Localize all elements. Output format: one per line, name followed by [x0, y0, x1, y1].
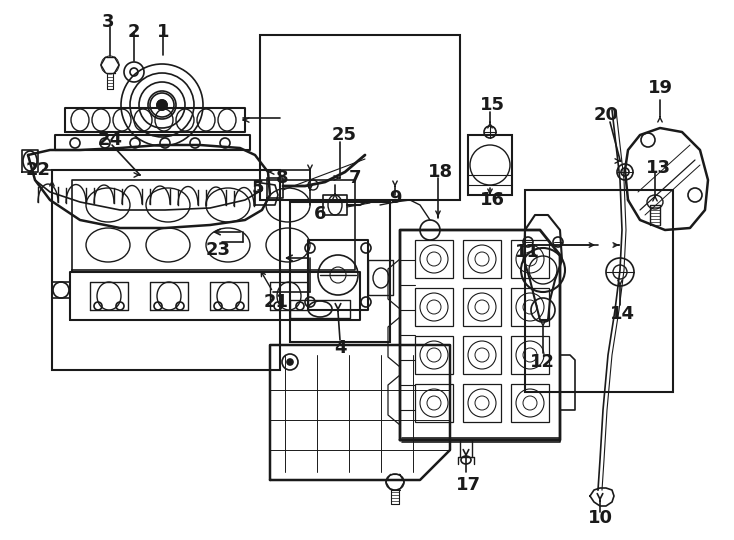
- Bar: [415, 384, 453, 422]
- Bar: [463, 336, 501, 374]
- Bar: [511, 288, 549, 326]
- Bar: [511, 240, 549, 278]
- Text: 25: 25: [332, 126, 357, 144]
- Text: 13: 13: [645, 159, 670, 177]
- Text: 11: 11: [515, 243, 539, 261]
- Text: 17: 17: [456, 476, 481, 494]
- Bar: [415, 240, 453, 278]
- Text: 8: 8: [276, 169, 288, 187]
- Bar: [511, 384, 549, 422]
- Bar: [52, 170, 280, 370]
- Text: 14: 14: [609, 305, 634, 323]
- Bar: [511, 336, 549, 374]
- Text: 9: 9: [389, 189, 401, 207]
- Text: 21: 21: [264, 293, 288, 311]
- Bar: [260, 35, 460, 200]
- Ellipse shape: [287, 359, 293, 365]
- Text: 12: 12: [529, 353, 554, 371]
- Text: 18: 18: [427, 163, 453, 181]
- Text: 1: 1: [157, 23, 170, 41]
- Text: 23: 23: [206, 241, 230, 259]
- Text: 15: 15: [479, 96, 504, 114]
- Bar: [290, 202, 390, 342]
- Bar: [415, 288, 453, 326]
- Bar: [463, 384, 501, 422]
- Ellipse shape: [157, 100, 167, 110]
- Text: 22: 22: [26, 161, 51, 179]
- Text: 5: 5: [252, 179, 264, 197]
- Text: 4: 4: [334, 339, 346, 357]
- Bar: [468, 135, 512, 195]
- Text: 2: 2: [128, 23, 140, 41]
- Text: 16: 16: [479, 191, 504, 209]
- Bar: [463, 288, 501, 326]
- Text: 6: 6: [313, 205, 326, 223]
- Text: 10: 10: [587, 509, 612, 527]
- Bar: [463, 240, 501, 278]
- Text: 7: 7: [349, 169, 361, 187]
- Bar: [415, 336, 453, 374]
- Text: 20: 20: [594, 106, 619, 124]
- Text: 19: 19: [647, 79, 672, 97]
- Text: 3: 3: [102, 13, 115, 31]
- Bar: [525, 190, 673, 392]
- Text: 24: 24: [98, 131, 123, 149]
